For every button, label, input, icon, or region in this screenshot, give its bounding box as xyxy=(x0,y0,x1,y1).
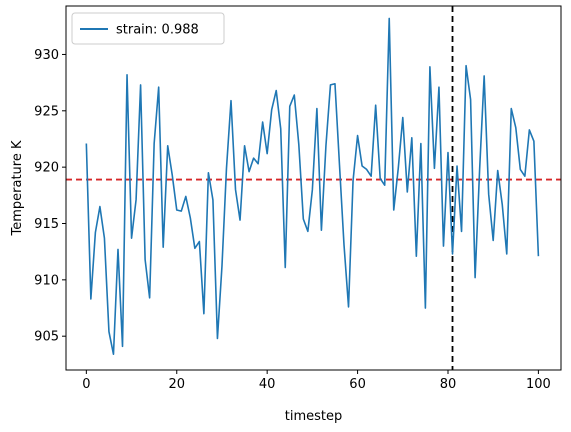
legend-label: strain: 0.988 xyxy=(116,23,199,38)
y-tick-label: 930 xyxy=(34,48,59,63)
plot-frame xyxy=(65,5,562,371)
x-tick-label: 80 xyxy=(440,377,457,392)
series-layer xyxy=(85,17,540,356)
series-line-0 xyxy=(85,17,540,356)
x-axis: 0 20 40 60 80 100 xyxy=(82,370,551,392)
x-tick-label: 100 xyxy=(526,377,551,392)
legend-box xyxy=(71,12,225,45)
legend: strain: 0.988 xyxy=(71,12,225,45)
y-tick-label: 925 xyxy=(34,104,59,119)
y-tick-label: 915 xyxy=(34,217,59,232)
y-tick-label: 920 xyxy=(34,161,59,176)
x-tick-label: 20 xyxy=(168,377,185,392)
x-tick-label: 60 xyxy=(349,377,366,392)
y-tick-label: 910 xyxy=(34,273,59,288)
y-axis: 905 910 915 920 925 930 xyxy=(34,48,66,345)
plot-background xyxy=(66,6,561,370)
y-tick-label: 905 xyxy=(34,330,59,345)
x-tick-label: 0 xyxy=(82,377,90,392)
y-axis-label: Temperature K xyxy=(10,140,25,236)
x-axis-label: timestep xyxy=(285,409,343,424)
x-tick-label: 40 xyxy=(259,377,276,392)
